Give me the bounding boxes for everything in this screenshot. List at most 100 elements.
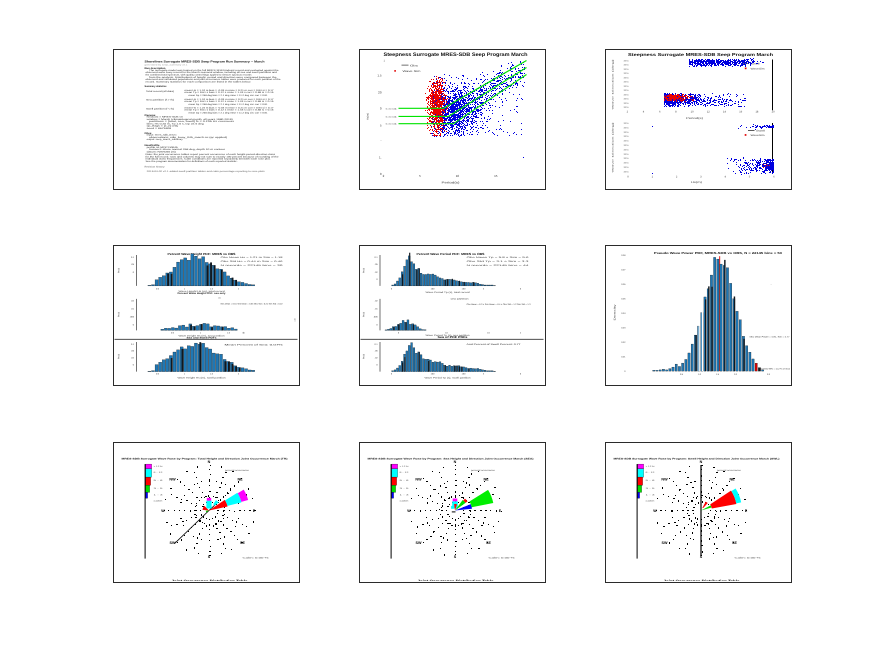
- svg-text:8: 8: [675, 111, 677, 114]
- svg-text:0.5: 0.5: [156, 287, 160, 290]
- svg-text:0: 0: [380, 107, 382, 111]
- svg-text:N records = 22145 bins = 44: N records = 22145 bins = 44: [467, 264, 531, 267]
- svg-text:337.5: 337.5: [624, 144, 629, 147]
- svg-text:Percent Wave Height PDF: sea o: Percent Wave Height PDF: sea only: [178, 292, 227, 295]
- svg-text:Obs Std Tp = 3.1 s Sim = 3.3: Obs Std Tp = 3.1 s Sim = 3.3: [467, 260, 531, 263]
- svg-text:8 - 12: 8 - 12: [400, 471, 411, 474]
- svg-text:Obs: Obs: [410, 64, 419, 67]
- svg-text:5: 5: [380, 124, 382, 128]
- svg-text:mean Tp = 9.61 s bias = 0.1: mean Tp = 9.61 s bias = 0.12 s rmse = 1.…: [185, 100, 275, 103]
- svg-text:2: 2: [238, 373, 240, 376]
- svg-text:0: 0: [391, 373, 393, 376]
- svg-text:N: N: [700, 460, 703, 464]
- svg-text:337.5: 337.5: [624, 64, 629, 67]
- svg-text:3 - 5: 3 - 5: [400, 487, 411, 490]
- svg-text:Wave Height Hs (m), sea partit: Wave Height Hs (m), sea partition: [179, 335, 226, 338]
- svg-text:0.02: 0.02: [621, 341, 626, 344]
- svg-text:Obs Std Hs = 0.44 m Sim = 0.4: Obs Std Hs = 0.44 m Sim = 0.46: [221, 260, 285, 263]
- svg-text:mean Tp = 9.61 s bias = 0.1: mean Tp = 9.61 s bias = 0.12 s rmse = 1.…: [185, 109, 275, 112]
- svg-text:E: E: [745, 509, 748, 513]
- svg-text:15: 15: [494, 174, 498, 178]
- svg-text:0: 0: [133, 364, 135, 367]
- svg-text:window = March (climatologic: window = March (climatological month, al…: [147, 118, 233, 121]
- svg-text:WaveSim: WaveSim: [751, 134, 765, 137]
- svg-text:5 - 8: 5 - 8: [400, 479, 411, 482]
- svg-text:2019-04-02 v2.1 added swell: 2019-04-02 v2.1 added swell partition ta…: [147, 170, 266, 173]
- svg-text:.005: .005: [373, 316, 378, 319]
- svg-text:s=0.04: s=0.04: [386, 115, 399, 118]
- svg-text:Revision history: Revision history: [145, 166, 166, 169]
- svg-text:(s): (s): [218, 296, 221, 299]
- svg-text:> 12 kt: > 12 kt: [646, 465, 656, 468]
- svg-text:.01: .01: [131, 308, 135, 311]
- svg-text:N records = 22145 bins = 30: N records = 22145 bins = 30: [221, 264, 285, 267]
- svg-text:150: 150: [462, 287, 466, 290]
- svg-text:1.0: 1.0: [698, 373, 702, 376]
- svg-text:1.5: 1.5: [210, 287, 214, 290]
- svg-text:.02: .02: [131, 300, 135, 303]
- svg-text:6: 6: [773, 176, 775, 179]
- svg-text:s=0.04: s=0.04: [386, 107, 399, 110]
- svg-text:20: 20: [378, 91, 382, 95]
- svg-text:0: 0: [391, 287, 393, 290]
- svg-text:1: 1: [384, 60, 386, 63]
- svg-text:mean Dp = 268 deg bias = 2.1: mean Dp = 268 deg bias = 2.1 deg rmse = …: [189, 103, 269, 106]
- svg-text:2: 2: [676, 176, 678, 179]
- svg-text:percent occurrence: percent occurrence: [225, 468, 250, 471]
- svg-text:E: E: [499, 509, 502, 513]
- svg-text:observations: cdip_buoy_045_ma: observations: cdip_buoy_045_march.nc (qc…: [149, 136, 227, 139]
- svg-text:12: 12: [707, 111, 710, 114]
- svg-text:1: 1: [184, 373, 186, 376]
- svg-text:Total record (all data): Total record (all data): [146, 90, 174, 93]
- svg-text:337.5: 337.5: [624, 148, 629, 151]
- svg-text:Period(s): Period(s): [442, 180, 460, 184]
- svg-text:0: 0: [624, 370, 626, 373]
- svg-text:Sea of PDF PDFs: Sea of PDF PDFs: [438, 336, 469, 339]
- svg-text:Params: Params: [145, 114, 157, 117]
- svg-text:SE: SE: [486, 541, 491, 545]
- svg-text:Percent Wave Height PDF: MRES: Percent Wave Height PDF: MRES vs OBS: [168, 252, 236, 256]
- svg-text:Steepness Surrogate MRES-SDB S: Steepness Surrogate MRES-SDB Seep Progra…: [384, 52, 528, 58]
- svg-text:calm: calm: [646, 499, 656, 502]
- svg-text:Swell: Swell: [751, 63, 761, 66]
- svg-text:337.5: 337.5: [624, 126, 629, 129]
- svg-text:100: 100: [431, 287, 435, 290]
- svg-text:for the full record; rows and: for the full record; rows and columns ma…: [146, 155, 280, 158]
- svg-text:0: 0: [627, 176, 629, 179]
- svg-text:337.5: 337.5: [624, 68, 629, 71]
- svg-text:10: 10: [445, 331, 448, 334]
- svg-text:.05: .05: [375, 350, 379, 353]
- svg-text:Prob: Prob: [363, 353, 366, 359]
- svg-text:Calm: 0.00 %: Calm: 0.00 %: [489, 556, 515, 559]
- svg-text:seed = 8675309: seed = 8675309: [147, 127, 173, 130]
- svg-text:2: 2: [383, 174, 385, 178]
- svg-text:1.5: 1.5: [227, 331, 231, 334]
- svg-text:0.5: 0.5: [156, 373, 160, 376]
- svg-text:14: 14: [723, 111, 726, 114]
- svg-text:0.07: 0.07: [621, 268, 626, 271]
- svg-text:Wave Height Hs (m), total reco: Wave Height Hs (m), total record: [179, 290, 226, 293]
- svg-text:1.: 1.: [379, 156, 382, 160]
- svg-text:1: 1: [652, 176, 654, 179]
- svg-text:SW: SW: [662, 541, 668, 545]
- svg-text:NE: NE: [237, 477, 243, 481]
- svg-text:337.5: 337.5: [624, 93, 629, 96]
- svg-text:Pseudo Wave Power PDF, MRES-SD: Pseudo Wave Power PDF, MRES-SDB vs OBS, …: [654, 251, 783, 255]
- svg-text:observed wave buoy record for: observed wave buoy record for the March …: [146, 71, 278, 74]
- svg-text:Prob: Prob: [118, 311, 121, 317]
- svg-text:2.0: 2.0: [734, 373, 738, 376]
- svg-text:337.5: 337.5: [624, 140, 629, 143]
- svg-text:337.5: 337.5: [624, 98, 629, 101]
- svg-text:337.5: 337.5: [624, 76, 629, 79]
- svg-text:10: 10: [456, 174, 460, 178]
- svg-text:Wave Period Tp (s), total reco: Wave Period Tp (s), total record: [426, 291, 471, 294]
- svg-text:0.1: 0.1: [375, 343, 379, 346]
- svg-text:mean Tp = 9.61 s bias = 0.1: mean Tp = 9.61 s bias = 0.12 s rmse = 1.…: [185, 91, 275, 94]
- svg-text:Sea and Swell PDFs: Sea and Swell PDFs: [187, 337, 218, 340]
- svg-text:Wave Period Tp (s), sea partit: Wave Period Tp (s), sea partition: [426, 334, 471, 337]
- svg-text:transect: shore normal 268 deg: transect: shore normal 268 deg, depth 10…: [149, 148, 225, 151]
- svg-text:Wave Sim: Wave Sim: [403, 70, 421, 73]
- svg-text:0.1: 0.1: [375, 256, 379, 259]
- svg-text:2: 2: [520, 331, 522, 334]
- svg-text:0.5: 0.5: [171, 331, 175, 334]
